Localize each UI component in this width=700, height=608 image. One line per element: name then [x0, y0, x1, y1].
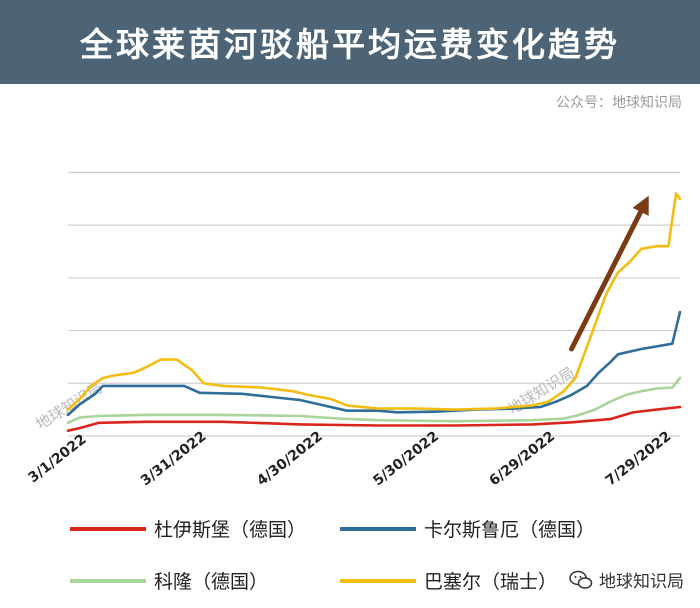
legend-label-duisburg: 杜伊斯堡（德国） [154, 519, 307, 541]
series-line-red [66, 405, 682, 433]
x-tick-label-3: 5/30/2022 [370, 428, 442, 489]
series-line-blue [66, 310, 682, 417]
legend-item-duisburg: 杜伊斯堡（德国） [70, 515, 306, 542]
legend-swatch-green [70, 578, 146, 583]
footer-watermark-text: 地球知识局 [599, 572, 684, 592]
plot-watermark-2: 地球知识局 [505, 363, 578, 418]
wechat-icon [569, 570, 593, 589]
legend-item-karlsruhe: 卡尔斯鲁厄（德国） [340, 515, 595, 542]
series-line-green [66, 376, 682, 425]
legend-label-karlsruhe: 卡尔斯鲁厄（德国） [424, 519, 596, 541]
x-tick-label-2: 4/30/2022 [254, 428, 326, 489]
footer-watermark: 地球知识局 [569, 567, 684, 592]
title-bar: 全球莱茵河驳船平均运费变化趋势 [0, 0, 700, 84]
x-tick-label-5: 7/29/2022 [603, 428, 675, 489]
x-tick-label-1: 3/31/2022 [138, 428, 210, 489]
legend-swatch-red [70, 526, 146, 531]
legend-label-basel: 巴塞尔（瑞士） [424, 571, 558, 593]
trend-arrow-head [632, 195, 649, 216]
legend-swatch-blue [340, 526, 416, 531]
series-line-yellow [66, 192, 682, 411]
chart-title: 全球莱茵河驳船平均运费变化趋势 [80, 25, 620, 64]
legend-label-cologne: 科隆（德国） [154, 571, 269, 593]
legend-swatch-yellow [340, 578, 416, 583]
x-tick-label-4: 6/29/2022 [487, 428, 559, 489]
legend-item-basel: 巴塞尔（瑞士） [340, 567, 557, 594]
trend-arrow-shaft [569, 200, 648, 352]
x-tick-label-0: 3/1/2022 [26, 431, 90, 486]
legend-item-cologne: 科隆（德国） [70, 567, 268, 594]
watermark-account: 公众号：地球知识局 [556, 95, 682, 111]
